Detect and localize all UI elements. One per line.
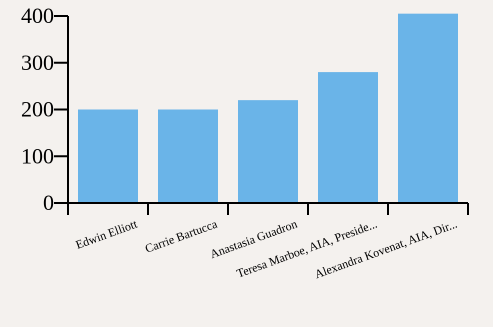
bar (238, 100, 298, 203)
y-tick-label: 0 (43, 190, 54, 215)
bars-layer (78, 13, 458, 203)
x-tick-label: Teresa Marboe, AIA, Preside... (235, 217, 379, 281)
y-tick-label: 400 (21, 3, 54, 28)
axes-layer (54, 15, 469, 215)
y-tick-label: 100 (21, 143, 54, 168)
bar (398, 13, 458, 203)
y-tick-label: 300 (21, 50, 54, 75)
bar (158, 109, 218, 203)
bar (78, 109, 138, 203)
x-tick-label: Alexandra Kovenat, AIA, Dir... (313, 217, 459, 282)
y-tick-label: 200 (21, 97, 54, 122)
x-tick-label: Edwin Elliott (74, 216, 140, 251)
bar (318, 72, 378, 203)
